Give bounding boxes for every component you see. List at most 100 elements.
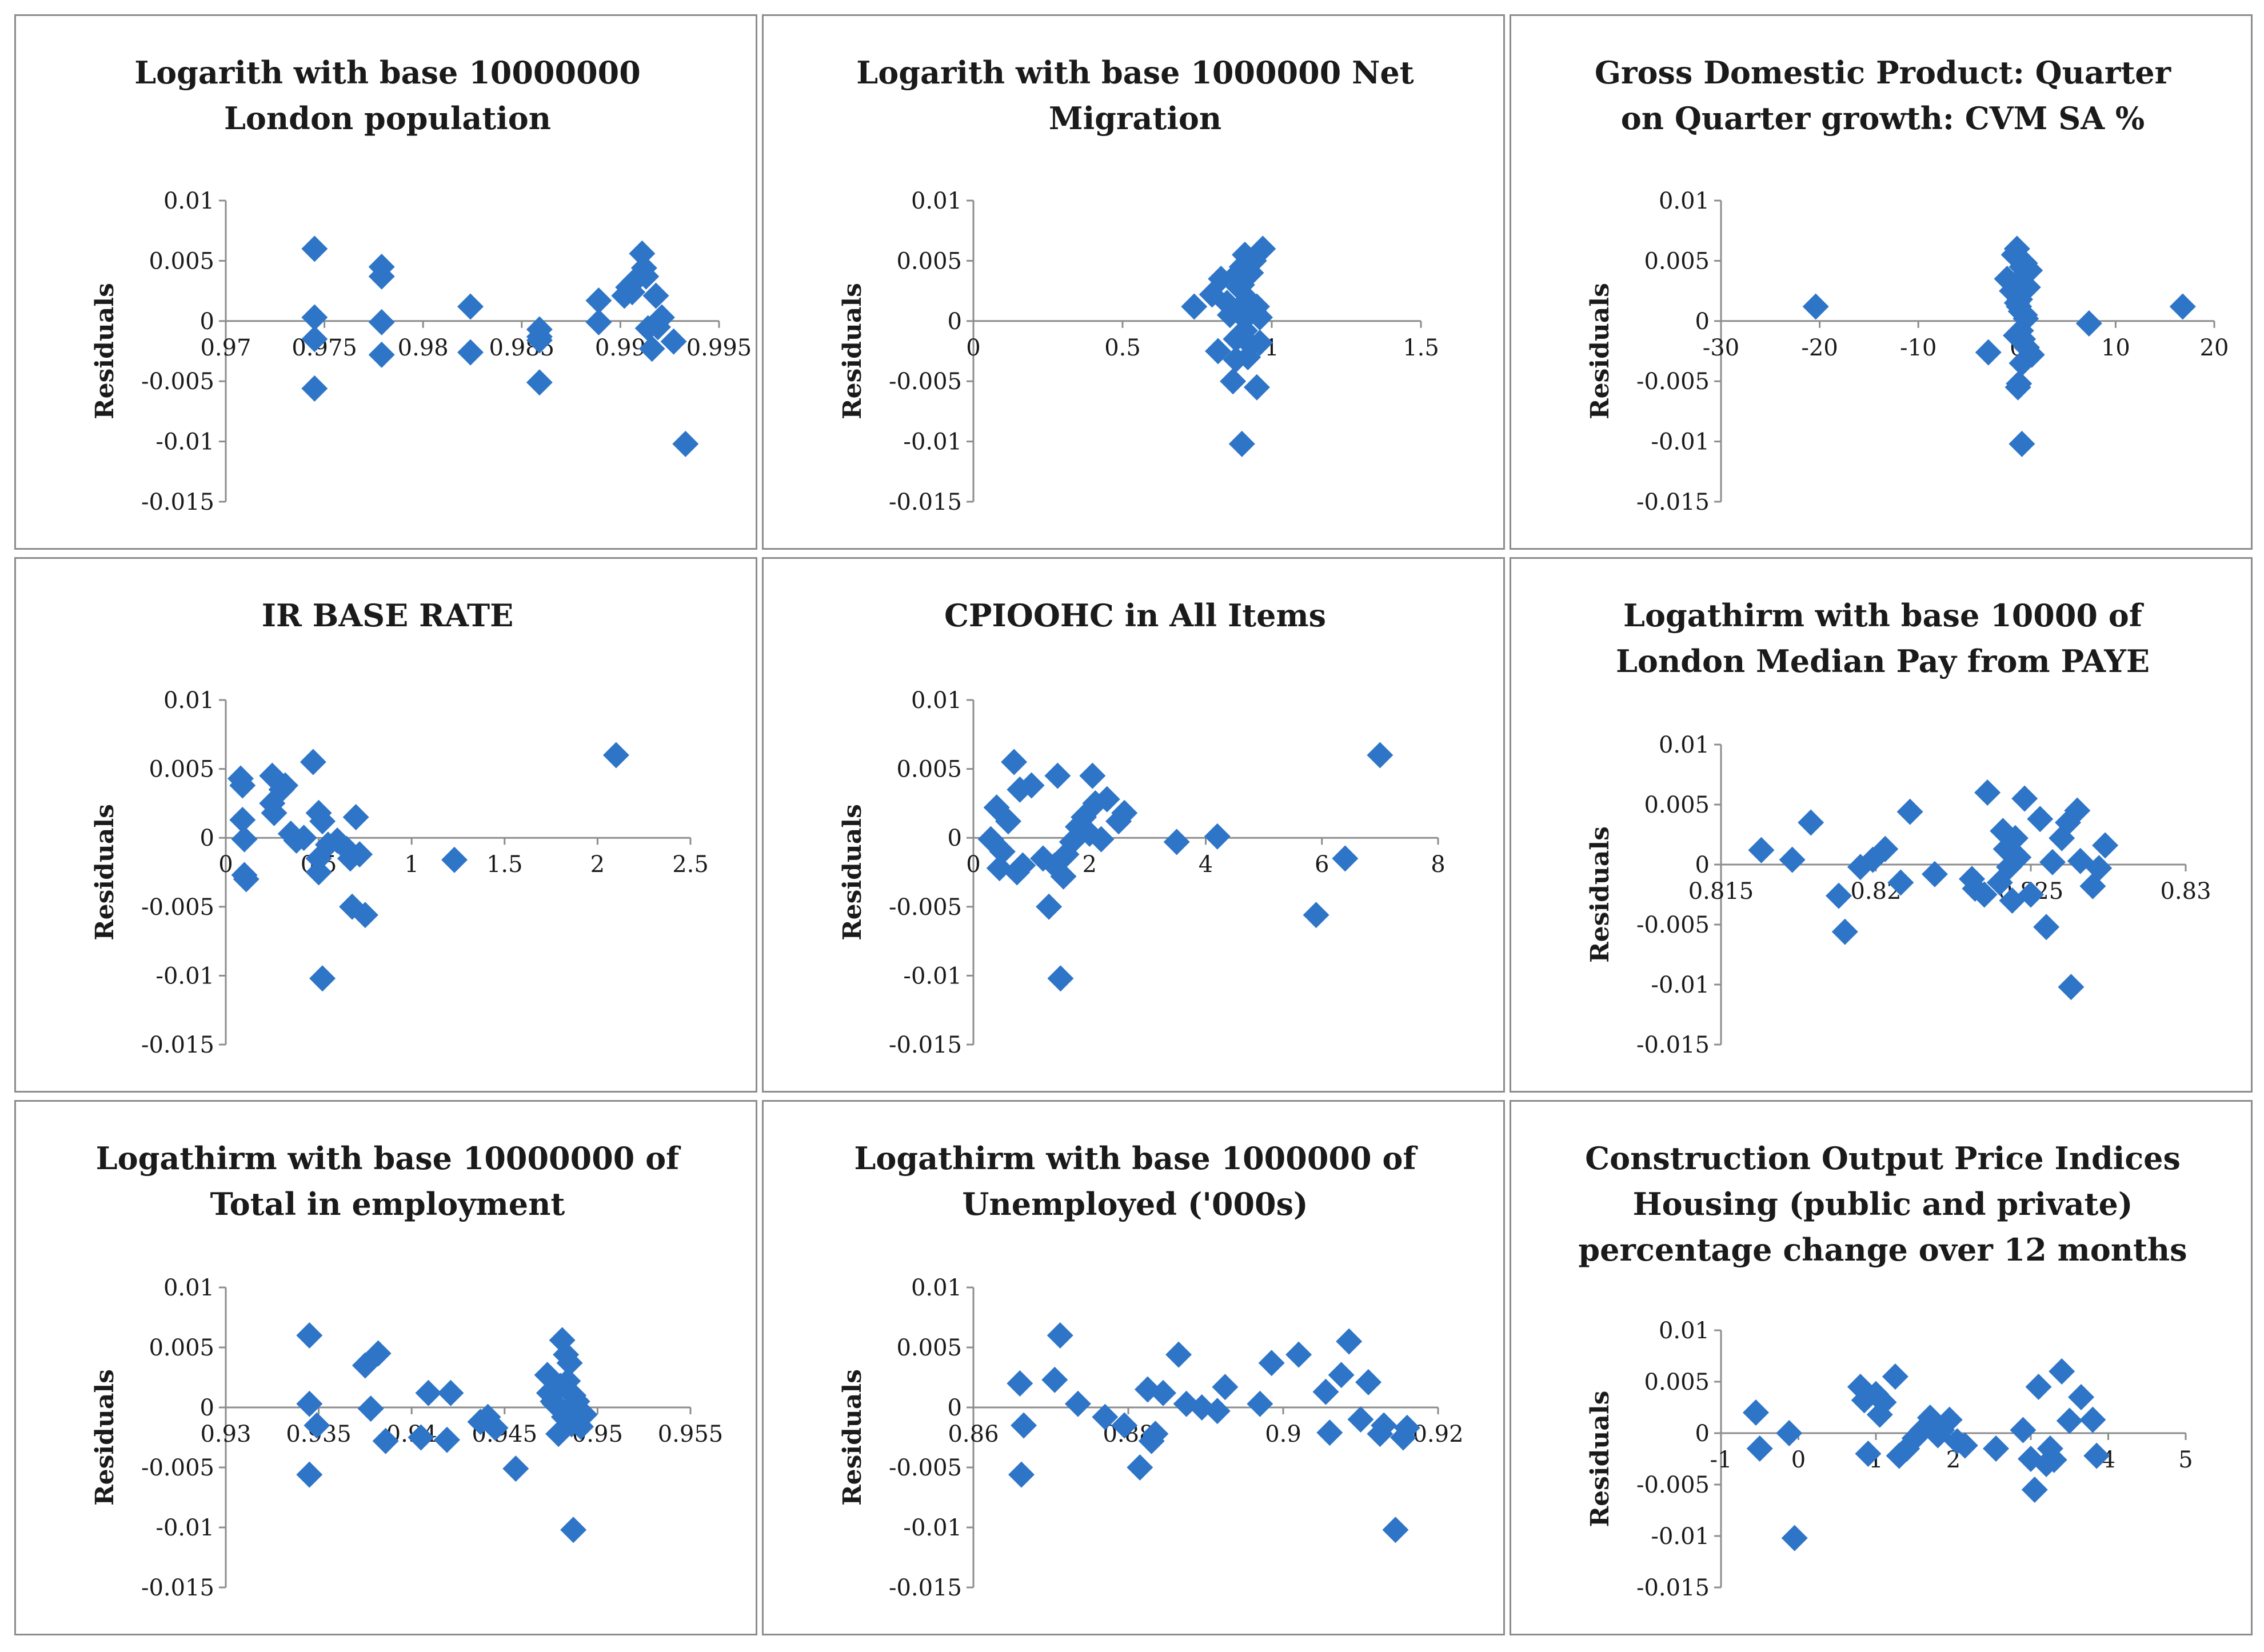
data-point	[457, 293, 484, 320]
y-tick-label: 0.01	[1659, 732, 1710, 758]
data-point	[1285, 1341, 1312, 1368]
data-point	[1149, 1379, 1176, 1406]
y-tick-label: -0.01	[155, 963, 214, 989]
data-point	[1204, 823, 1231, 850]
data-point	[2049, 1358, 2075, 1385]
data-point	[408, 1424, 434, 1451]
scatter-chart-7: Logathirm with base 10000000 of Total in …	[90, 1140, 724, 1601]
x-tick-label: 0.99	[595, 335, 646, 361]
x-tick-label: -10	[1900, 335, 1936, 361]
y-tick-label: -0.01	[155, 1515, 214, 1541]
data-point	[352, 902, 378, 929]
x-tick-label: 10	[2101, 335, 2130, 361]
data-point	[2010, 1417, 2037, 1443]
x-tick-label: 2.5	[672, 851, 709, 878]
data-point	[602, 742, 629, 769]
x-tick-label: 0.92	[1412, 1421, 1463, 1447]
data-point	[300, 749, 326, 775]
data-point	[1781, 1525, 1808, 1551]
data-point	[1993, 835, 2019, 862]
x-tick-label: 0.955	[658, 1421, 724, 1447]
scatter-chart-8: Logathirm with base 1000000 of Unemployed…	[838, 1140, 1464, 1601]
y-tick-label: 0.005	[149, 757, 214, 783]
data-point	[633, 263, 660, 290]
y-tick-label: 0.005	[896, 1335, 962, 1361]
data-point	[672, 430, 699, 457]
data-point	[1142, 1421, 1169, 1447]
data-point	[2009, 430, 2035, 457]
x-tick-label: 0.815	[1688, 878, 1754, 905]
data-point	[2027, 806, 2054, 833]
data-point	[526, 369, 553, 396]
data-point	[2079, 1406, 2106, 1433]
data-point	[1851, 1387, 1878, 1414]
data-point	[1011, 1412, 1037, 1439]
data-point	[2003, 235, 2030, 262]
data-point	[309, 965, 336, 992]
data-point	[585, 309, 612, 335]
y-tick-label: 0.01	[1659, 188, 1710, 214]
data-point	[1746, 1435, 1773, 1462]
data-point	[2064, 797, 2091, 824]
data-point	[1996, 854, 2023, 881]
data-point	[1225, 298, 1252, 325]
y-tick-label: 0.01	[1659, 1318, 1710, 1344]
data-point	[1088, 826, 1115, 853]
data-point	[372, 1427, 399, 1454]
y-tick-label: -0.015	[889, 489, 962, 515]
data-point	[1382, 1517, 1409, 1543]
data-point	[1802, 293, 1829, 320]
data-point	[1228, 253, 1255, 280]
data-point	[1975, 339, 2002, 366]
data-point	[1887, 869, 1914, 896]
data-point	[1336, 1328, 1363, 1355]
data-point	[1093, 786, 1120, 813]
chart-title-line: Unemployed ('000s)	[962, 1186, 1308, 1222]
data-point	[233, 866, 259, 893]
data-point	[2056, 1407, 2083, 1434]
y-tick-label: -0.015	[141, 1032, 214, 1058]
chart-panel-3: Gross Domestic Product: Quarter on Quarte…	[1510, 14, 2253, 550]
scatter-chart-3: Gross Domestic Product: Quarter on Quarte…	[1586, 54, 2229, 515]
data-point	[309, 808, 336, 835]
data-point	[357, 1395, 384, 1422]
y-tick-label: -0.005	[141, 1455, 214, 1481]
y-tick-label: -0.01	[155, 429, 214, 455]
data-point	[1831, 918, 1858, 945]
scatter-chart-1: Logarith with base 10000000 London popula…	[90, 54, 752, 515]
data-point	[433, 1426, 460, 1453]
scatter-chart-2: Logarith with base 1000000 Net Migration 0…	[838, 54, 1439, 515]
y-axis-label: Residuals	[1586, 1391, 1615, 1527]
data-point	[2002, 825, 2029, 851]
data-point	[1249, 235, 1276, 262]
y-tick-label: 0	[948, 309, 962, 335]
data-point	[1205, 338, 1232, 365]
data-point	[2169, 293, 2196, 320]
data-point	[2033, 914, 2060, 941]
x-tick-label: 0.995	[686, 335, 752, 361]
data-point	[977, 826, 1004, 853]
data-point	[2003, 290, 2030, 317]
y-tick-label: -0.005	[1636, 912, 1710, 938]
data-point	[1223, 346, 1249, 373]
data-point	[1232, 317, 1259, 344]
y-tick-label: 0.01	[163, 188, 214, 214]
data-point	[1188, 1394, 1215, 1421]
data-point	[1212, 1374, 1239, 1401]
x-tick-label: 0.98	[398, 335, 449, 361]
data-point	[1247, 1390, 1273, 1417]
data-point	[660, 328, 687, 355]
data-point	[296, 1322, 323, 1349]
data-point	[1007, 776, 1033, 803]
x-tick-label: 0.97	[200, 335, 251, 361]
data-point	[1859, 846, 1886, 873]
data-point	[1328, 1362, 1355, 1389]
chart-title-line: Gross Domestic Product: Quarter	[1595, 54, 2171, 91]
chart-title-line: Migration	[1049, 100, 1221, 137]
data-point	[305, 859, 332, 886]
y-tick-label: -0.01	[1651, 1523, 1710, 1550]
y-tick-label: -0.015	[1636, 1032, 1710, 1058]
data-point	[540, 1388, 566, 1415]
chart-panel-5: CPIOOHC in All Items 0.01 0.005 0 -0.005 -0.0…	[762, 557, 1505, 1093]
y-tick-label: -0.005	[141, 369, 214, 395]
